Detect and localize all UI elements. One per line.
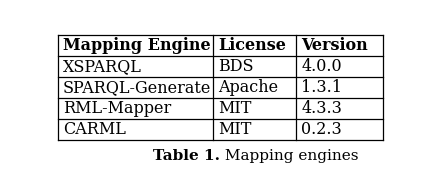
Text: 4.0.0: 4.0.0 (301, 58, 342, 75)
Text: SPARQL-Generate: SPARQL-Generate (63, 79, 211, 96)
Text: RML-Mapper: RML-Mapper (63, 100, 171, 117)
Text: BDS: BDS (218, 58, 254, 75)
Text: Version: Version (301, 37, 368, 54)
Text: 4.3.3: 4.3.3 (301, 100, 342, 117)
Text: 0.2.3: 0.2.3 (301, 121, 342, 138)
Text: CARML: CARML (63, 121, 126, 138)
Text: Mapping Engine: Mapping Engine (63, 37, 210, 54)
Text: Apache: Apache (218, 79, 278, 96)
Text: License: License (218, 37, 286, 54)
Text: MIT: MIT (218, 121, 252, 138)
Text: 1.3.1: 1.3.1 (301, 79, 342, 96)
Text: MIT: MIT (218, 100, 252, 117)
Text: Mapping engines: Mapping engines (220, 148, 359, 163)
Text: XSPARQL: XSPARQL (63, 58, 141, 75)
Text: Table 1.: Table 1. (154, 148, 220, 163)
